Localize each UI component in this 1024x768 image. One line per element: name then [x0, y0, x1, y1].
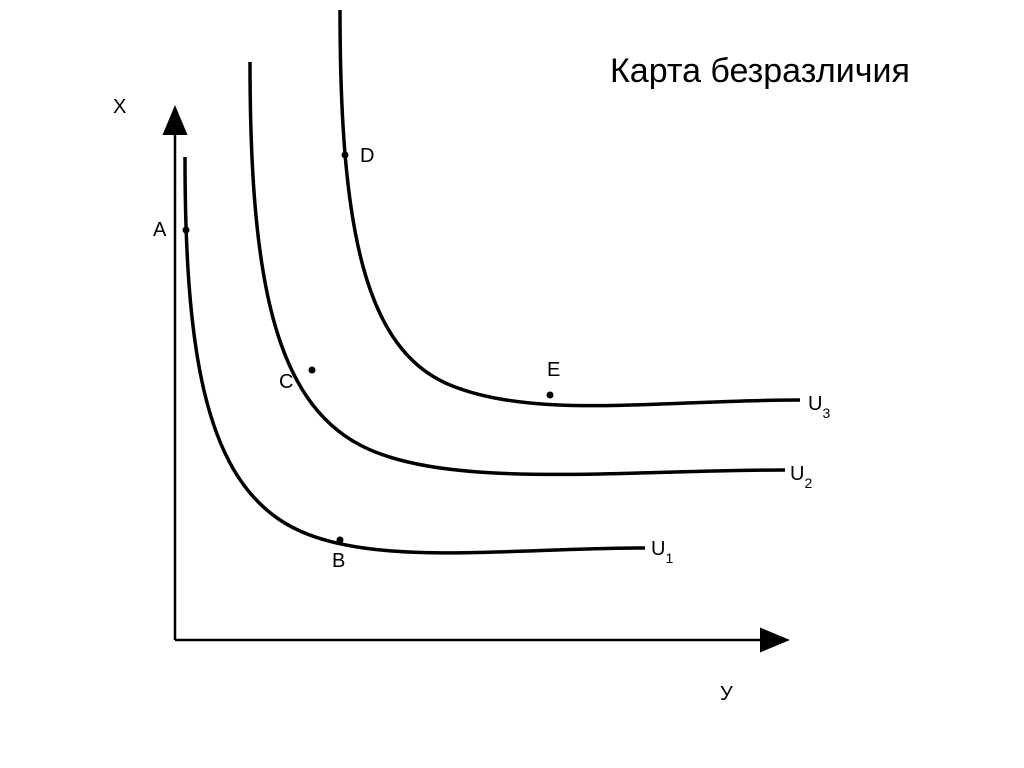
- point-label-a: A: [153, 219, 167, 241]
- points-group: A B C D E: [153, 145, 560, 572]
- chart-container: { "title": { "text": "Карта безразличия"…: [0, 0, 1024, 768]
- point-label-c: C: [279, 371, 293, 393]
- point-a: [183, 227, 190, 234]
- curve-label-u3: U3: [808, 393, 830, 421]
- point-d: [342, 152, 349, 159]
- point-label-e: E: [547, 359, 560, 381]
- chart-svg: Х У A B C D E U1 U2 U3: [0, 0, 1024, 768]
- curve-label-u2: U2: [790, 463, 812, 491]
- point-label-b: B: [332, 550, 345, 572]
- point-e: [547, 392, 554, 399]
- point-c: [309, 367, 316, 374]
- point-label-d: D: [360, 145, 374, 167]
- curves-group: [185, 10, 800, 553]
- curve-u1: [185, 157, 645, 553]
- y-axis-label: Х: [113, 96, 126, 118]
- curve-u3: [340, 10, 800, 406]
- curve-labels-group: U1 U2 U3: [651, 393, 830, 566]
- point-b: [337, 537, 344, 544]
- curve-u2: [250, 62, 785, 474]
- curve-label-u1: U1: [651, 538, 673, 566]
- x-axis-label: У: [720, 683, 733, 705]
